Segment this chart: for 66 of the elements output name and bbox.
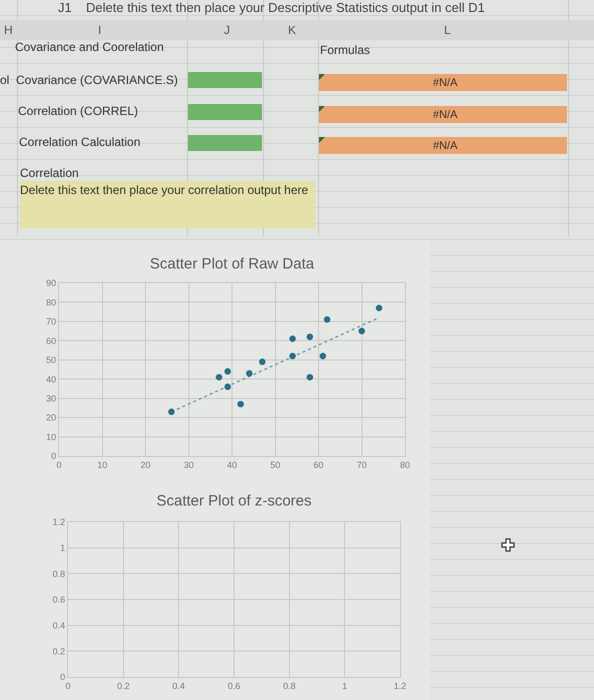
y-tick-label: 0: [60, 672, 66, 682]
x-tick-label: 40: [226, 460, 238, 470]
point: [224, 384, 231, 390]
x-tick-label: 0.2: [117, 680, 130, 691]
y-tick-label: 0.2: [52, 646, 66, 656]
chart-title: Scatter Plot of Raw Data: [150, 255, 315, 272]
point: [306, 334, 314, 340]
x-tick-label: 60: [313, 460, 324, 470]
y-tick-label: 1: [60, 542, 66, 553]
y-tick-label: 0.6: [52, 594, 66, 605]
text: #N/A: [433, 108, 458, 122]
y-tick-label: 0.4: [52, 620, 66, 630]
point: [289, 352, 296, 360]
point: [224, 368, 231, 375]
text: Correlation (CORREL): [18, 104, 138, 118]
x-tick-label: 1.2: [394, 680, 406, 691]
x-tick-label: 1: [342, 680, 348, 691]
y-tick-label: 0.8: [52, 568, 66, 579]
point: [168, 408, 175, 416]
x-tick-label: 70: [356, 460, 367, 470]
x-tick-label: 0.4: [172, 680, 185, 691]
y-tick-label: 10: [46, 432, 56, 442]
text: Covariance (COVARIANCE.S): [16, 73, 178, 87]
y-tick-label: 0: [51, 451, 56, 462]
chart-title: Scatter Plot of z-scores: [156, 492, 312, 510]
x-tick-label: 0.8: [283, 680, 296, 691]
point: [306, 374, 314, 380]
text: Delete this text then place your Descriptive Statistics output in cell D1: [86, 0, 485, 15]
text: Formulas: [320, 43, 370, 57]
text: H: [4, 23, 13, 37]
text: L: [444, 23, 451, 37]
x-tick-label: 30: [184, 460, 194, 470]
x-tick-label: 0.6: [228, 680, 240, 691]
text: K: [288, 23, 296, 37]
point: [259, 358, 266, 366]
y-tick-label: 1.2: [52, 517, 66, 528]
text: J: [224, 23, 230, 37]
point: [324, 316, 330, 323]
y-tick-label: 20: [46, 412, 56, 423]
point: [320, 352, 326, 360]
x-tick-label: 20: [140, 460, 151, 470]
point: [237, 400, 244, 408]
y-tick-label: 50: [46, 355, 56, 366]
y-tick-label: 70: [46, 316, 56, 327]
x-tick-label: 80: [400, 460, 410, 470]
text: Delete this text then place your correlation output here: [20, 183, 308, 197]
y-tick-label: 30: [46, 393, 56, 404]
point: [358, 328, 365, 334]
y-tick-label: 90: [46, 278, 56, 288]
y-tick-label: 60: [46, 336, 56, 346]
text: Correlation Calculation: [19, 135, 140, 149]
text: Correlation: [20, 166, 79, 180]
text: Covariance and Coorelation: [15, 40, 164, 54]
x-tick-label: 10: [97, 460, 108, 470]
x-tick-label: 50: [270, 460, 280, 470]
text: ol: [0, 73, 10, 87]
point: [376, 304, 382, 312]
text: I: [98, 23, 102, 37]
y-tick-label: 80: [46, 297, 56, 308]
text: #N/A: [433, 76, 458, 90]
point: [216, 374, 222, 380]
point: [246, 370, 253, 377]
y-tick-label: 40: [46, 374, 56, 384]
point: [289, 335, 296, 342]
text: #N/A: [433, 139, 458, 153]
text: J1: [58, 0, 72, 15]
